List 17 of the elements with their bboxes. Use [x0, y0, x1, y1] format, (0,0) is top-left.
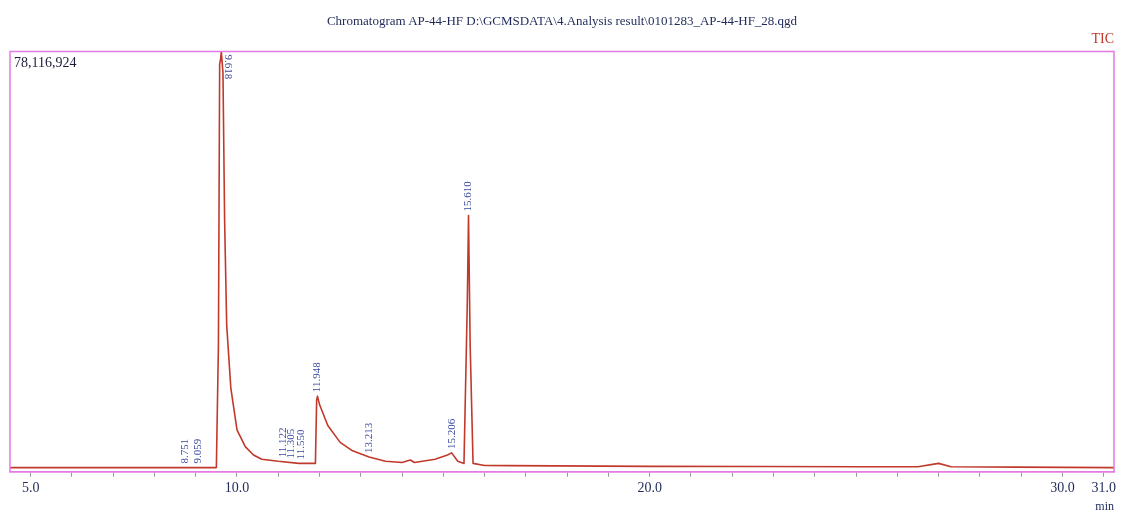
annotation: 15.610	[461, 180, 474, 212]
annotation: 78,116,924	[14, 55, 77, 71]
annotation: 13.213	[362, 422, 375, 454]
x-tick-label: 5.0	[21, 479, 40, 495]
x-tick-label: 30.0	[1050, 479, 1075, 495]
annotation: 9.618	[223, 54, 236, 80]
x-tick-label: 20.0	[637, 479, 662, 495]
x-tick-label: 31.0	[1091, 479, 1116, 495]
x-tick-label: 10.0	[224, 479, 250, 495]
annotation: 11.948	[310, 361, 323, 393]
annotation: 11.550	[293, 429, 306, 460]
x-axis-title: min	[1095, 498, 1114, 513]
chart-title: Chromatogram AP-44-HF D:\GCMSDATA\4.Analysis result\0101283_AP-44-HF_28.qgd	[326, 13, 798, 29]
annotation: 8.751	[178, 438, 191, 464]
annotation: 15.206	[444, 418, 457, 449]
annotation: 9.059	[191, 438, 204, 464]
text: TIC	[1091, 31, 1114, 47]
